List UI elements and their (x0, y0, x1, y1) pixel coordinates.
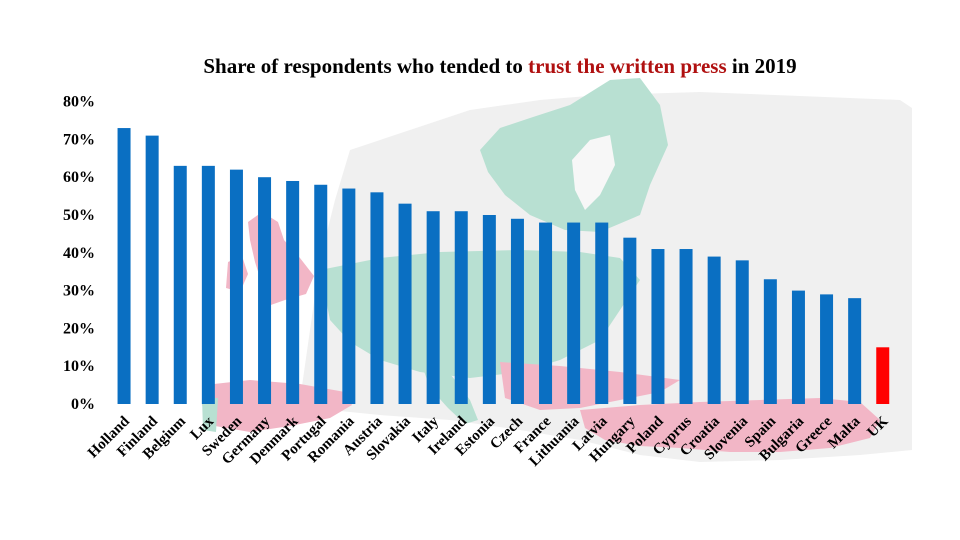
chart-title: Share of respondents who tended to trust… (0, 54, 960, 79)
chart-title-prefix: Share of respondents who tended to (203, 54, 529, 78)
chart-title-suffix: in 2019 (726, 54, 797, 78)
chart-title-highlight: trust the written press (528, 54, 727, 78)
bar-latvia (595, 222, 609, 404)
bar-italy (426, 211, 440, 404)
y-tick-label: 50% (63, 207, 95, 224)
bar-holland (117, 128, 131, 404)
y-tick-label: 60% (63, 169, 95, 186)
y-tick-label: 30% (63, 283, 95, 300)
y-tick-label: 10% (63, 358, 95, 375)
bar-uk (876, 347, 890, 404)
map-uk (248, 212, 314, 306)
bar-lithuania (567, 222, 581, 404)
bar-croatia (707, 256, 721, 404)
map-scandinavia (480, 78, 668, 232)
bar-romania (342, 188, 356, 404)
bar-denmark (286, 180, 300, 404)
y-tick-label: 70% (63, 131, 95, 148)
bar-austria (370, 192, 384, 404)
bar-czech (510, 218, 524, 404)
bar-lux (201, 165, 215, 404)
europe-map-background (202, 78, 912, 462)
bar-slovenia (735, 260, 749, 404)
map-portugal-green (202, 398, 218, 432)
y-tick-label: 80% (63, 94, 95, 111)
bar-malta (848, 298, 862, 404)
map-turkey (580, 398, 880, 452)
bar-portugal (314, 184, 328, 404)
bar-france (539, 222, 553, 404)
bar-estonia (482, 215, 496, 404)
bar-sweden (229, 169, 243, 404)
y-tick-label: 0% (71, 396, 95, 413)
bar-bulgaria (791, 290, 805, 404)
bar-germany (258, 177, 272, 404)
bar-slovakia (398, 203, 412, 404)
bar-belgium (173, 165, 187, 404)
bar-spain (763, 279, 777, 404)
bar-poland (651, 249, 665, 404)
bar-greece (820, 294, 834, 404)
bar-hungary (623, 237, 637, 404)
map-gulf (572, 135, 615, 210)
y-tick-label: 40% (63, 245, 95, 262)
bar-finland (145, 135, 159, 404)
y-tick-label: 20% (63, 320, 95, 337)
bar-cyprus (679, 249, 693, 404)
bar-ireland (454, 211, 468, 404)
